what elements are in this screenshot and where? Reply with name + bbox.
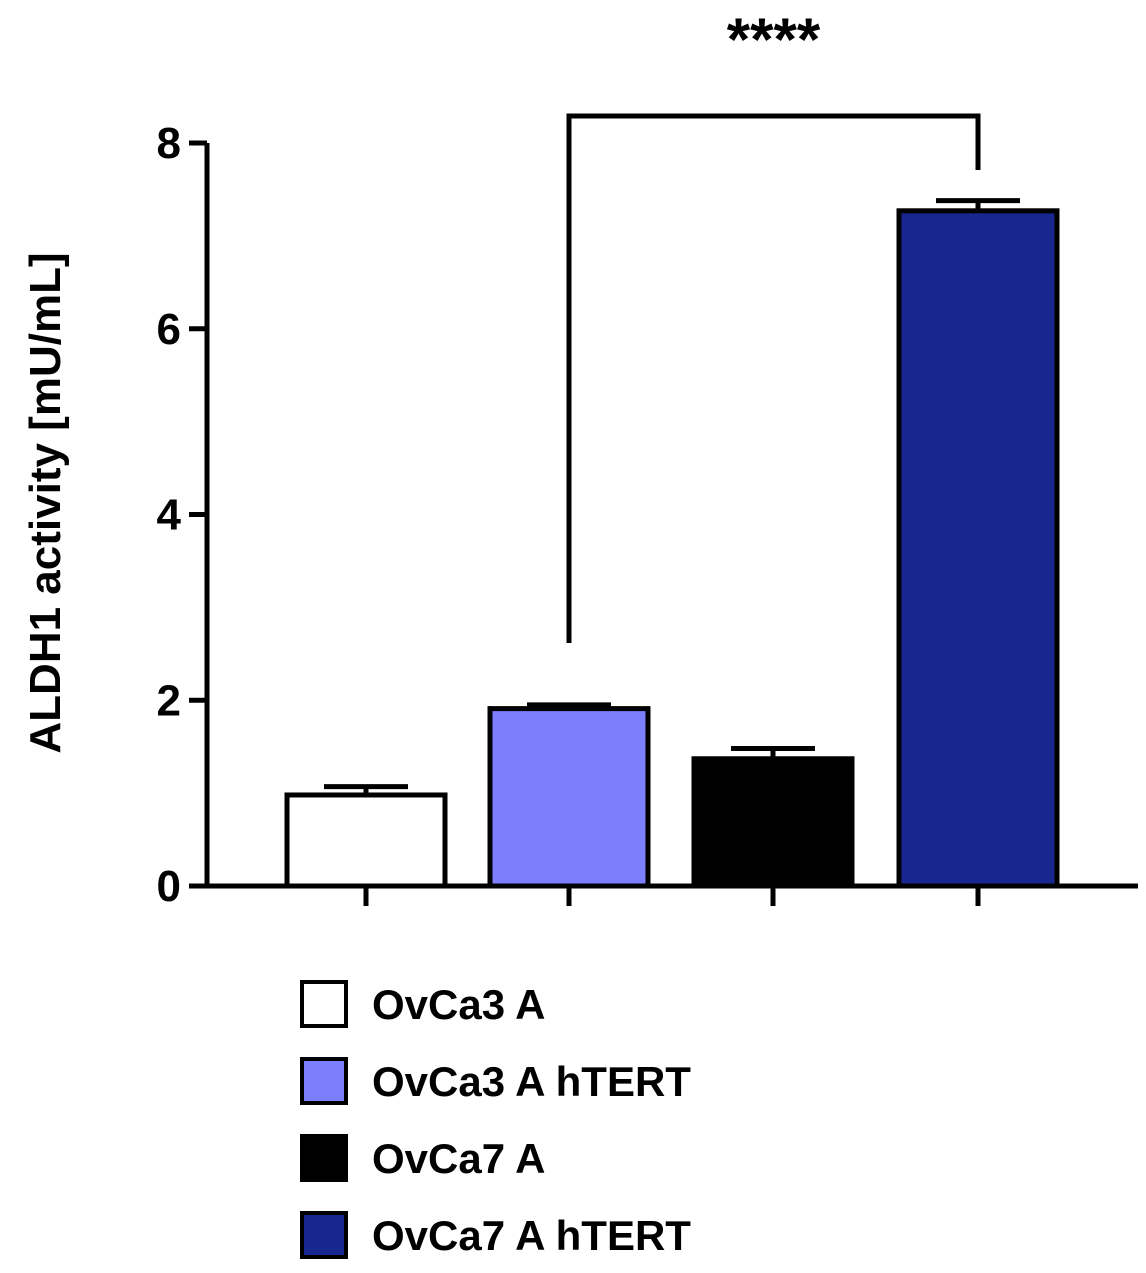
y-axis-title: ALDH1 activity [mU/mL]: [21, 252, 70, 753]
legend-label: OvCa3 A: [372, 981, 546, 1028]
significance-label: ****: [727, 6, 821, 73]
legend-swatch: [300, 980, 348, 1028]
legend-label: OvCa7 A hTERT: [372, 1212, 691, 1259]
bars: [284, 208, 1060, 889]
legend-swatch: [300, 1134, 348, 1182]
legend-label: OvCa3 A hTERT: [372, 1058, 691, 1105]
bar-ovca3-a-htert: [487, 706, 651, 889]
legend-label: OvCa7 A: [372, 1135, 546, 1182]
y-tick-label: 6: [157, 305, 181, 354]
y-tick-label: 4: [157, 491, 182, 540]
legend: OvCa3 A OvCa3 A hTERT OvCa7 A OvCa7 A hTERT: [300, 980, 691, 1259]
legend-swatch: [300, 1057, 348, 1105]
y-tick-label: 2: [157, 676, 181, 725]
legend-swatch: [300, 1211, 348, 1259]
bar-ovca7-a: [691, 756, 855, 889]
significance-annotation: ****: [566, 6, 981, 643]
bar-ovca7-a-htert: [896, 208, 1060, 889]
significance-bracket: [566, 113, 981, 643]
y-tick-label: 0: [157, 862, 181, 911]
bar-ovca3-a: [284, 792, 448, 889]
y-tick-label: 8: [157, 119, 181, 168]
error-bars: [324, 198, 1020, 795]
